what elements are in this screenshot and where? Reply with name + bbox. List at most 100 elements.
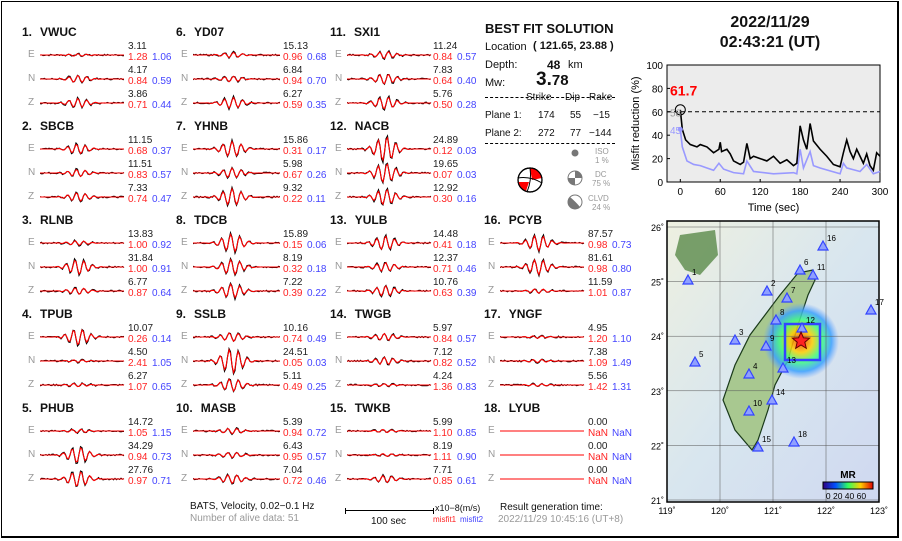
station-name: YULB [354,213,388,227]
synthetic-waveform [500,383,584,387]
peak-amplitude: 7.83 [433,65,453,76]
misfit2-value: 0.49 [307,334,327,345]
station-name: NACB [354,119,390,133]
station-number: 5. [22,401,33,415]
synthetic-waveform [347,74,431,85]
synthetic-waveform [500,234,584,252]
clvd-label: CLVD [588,194,609,203]
misfit1-value: 1.00 [128,240,148,251]
waveform-trace [40,470,125,488]
longitude-label: 122˚ [817,506,835,516]
peak-amplitude: 19.65 [433,159,459,170]
peak-amplitude: 81.61 [588,253,614,264]
station-title: 7. YHNB [176,119,228,133]
synthetic-waveform [193,452,280,459]
peak-amplitude: 10.76 [433,277,459,288]
synthetic-waveform [40,471,124,487]
component-label: E [28,237,35,248]
station-title: 18. LYUB [484,401,540,415]
synthetic-waveform [40,74,124,84]
misfit2-value: 0.59 [152,76,172,87]
synthetic-waveform [347,261,431,272]
misfit1-value: 0.71 [433,264,453,275]
station-triangle-icon [751,440,765,452]
misfit1-value: 1.20 [588,334,608,345]
station-number: 3. [22,213,33,227]
misfit2-value: 0.73 [612,240,632,251]
station-name: TDCB [194,213,228,227]
component-label: Z [181,379,188,390]
misfit2-value: 0.17 [307,146,327,157]
plane2-strike: 272 [538,128,555,139]
waveform-trace [193,332,280,343]
peak-amplitude: 15.89 [283,229,309,240]
misfit2-value: 0.28 [457,100,477,111]
misfit2-value: 0.11 [307,194,326,205]
peak-amplitude: 7.04 [283,465,303,476]
y-tick-label: 80 [652,84,664,95]
misfit2-value: 0.57 [152,170,172,181]
plane2-rake: −144 [589,128,612,139]
waveform-trace [500,257,585,278]
secondary-misfit-line [679,129,881,175]
station-triangle-icon [806,268,820,280]
peak-amplitude: 7.12 [433,347,453,358]
peak-amplitude: 0.00 [588,417,608,428]
solution-title: BEST FIT SOLUTION [485,21,614,36]
component-label: N [28,355,36,366]
peak-amplitude: 11.51 [128,159,153,170]
plane2-dip: 77 [570,128,582,139]
misfit1-value: 0.26 [128,334,148,345]
waveform-trace [40,286,125,295]
synthetic-waveform [347,235,431,251]
station-number: 9. [176,307,187,321]
peak-amplitude: 5.99 [433,417,453,428]
component-label: Z [28,473,35,484]
x-tick-label: 60 [715,187,727,198]
waveform-trace [193,137,280,159]
misfit2-value: NaN [612,452,633,463]
misfit2-value: 0.35 [307,100,327,111]
peak-amplitude: 4.95 [588,323,608,334]
station-title: 13. YULB [330,213,387,227]
iso-icon [571,149,579,157]
misfit2-value: 0.85 [457,428,477,439]
mw-label: Mw: [485,77,506,89]
synthetic-waveform [40,97,124,109]
peak-amplitude: 5.97 [433,323,453,334]
misfit1-value: 0.94 [283,76,303,87]
header-rake: Rake [589,92,613,103]
peak-amplitude: 24.51 [283,347,309,358]
misfit2-value: 0.71 [152,476,172,487]
misfit2-value: 0.72 [307,428,327,439]
misfit2-value: 0.03 [307,358,327,369]
misfit2-legend: misfit2 [460,515,484,524]
synthetic-waveform [347,136,431,162]
peak-amplitude: 7.22 [283,277,303,288]
peak-amplitude: 4.24 [433,371,453,382]
waveform-trace [40,381,125,388]
component-label: E [181,143,188,154]
misfit2-value: 0.73 [152,452,172,463]
station-title: 3. RLNB [22,213,73,227]
component-label: Z [335,473,342,484]
component-label: Z [181,285,188,296]
misfit2-value: 0.26 [307,170,327,181]
synthetic-waveform [193,332,280,343]
station-name: TPUB [40,307,73,321]
station-title: 6. YD07 [176,25,224,39]
peak-amplitude: 7.71 [433,465,453,476]
misfit2-value: 0.65 [152,382,172,393]
synthetic-waveform [347,332,431,341]
component-label: N [181,449,189,460]
misfit2-value: 0.52 [457,358,477,369]
peak-amplitude: 7.38 [588,347,608,358]
misfit1-value: 1.36 [433,382,453,393]
station-map-label: 13 [787,356,796,365]
misfit2-value: 0.57 [457,334,477,345]
start-label-blue: 45 [670,126,682,137]
time-scale-bar [345,508,434,514]
colorbar [822,481,874,490]
misfit1-value: 0.94 [128,452,148,463]
